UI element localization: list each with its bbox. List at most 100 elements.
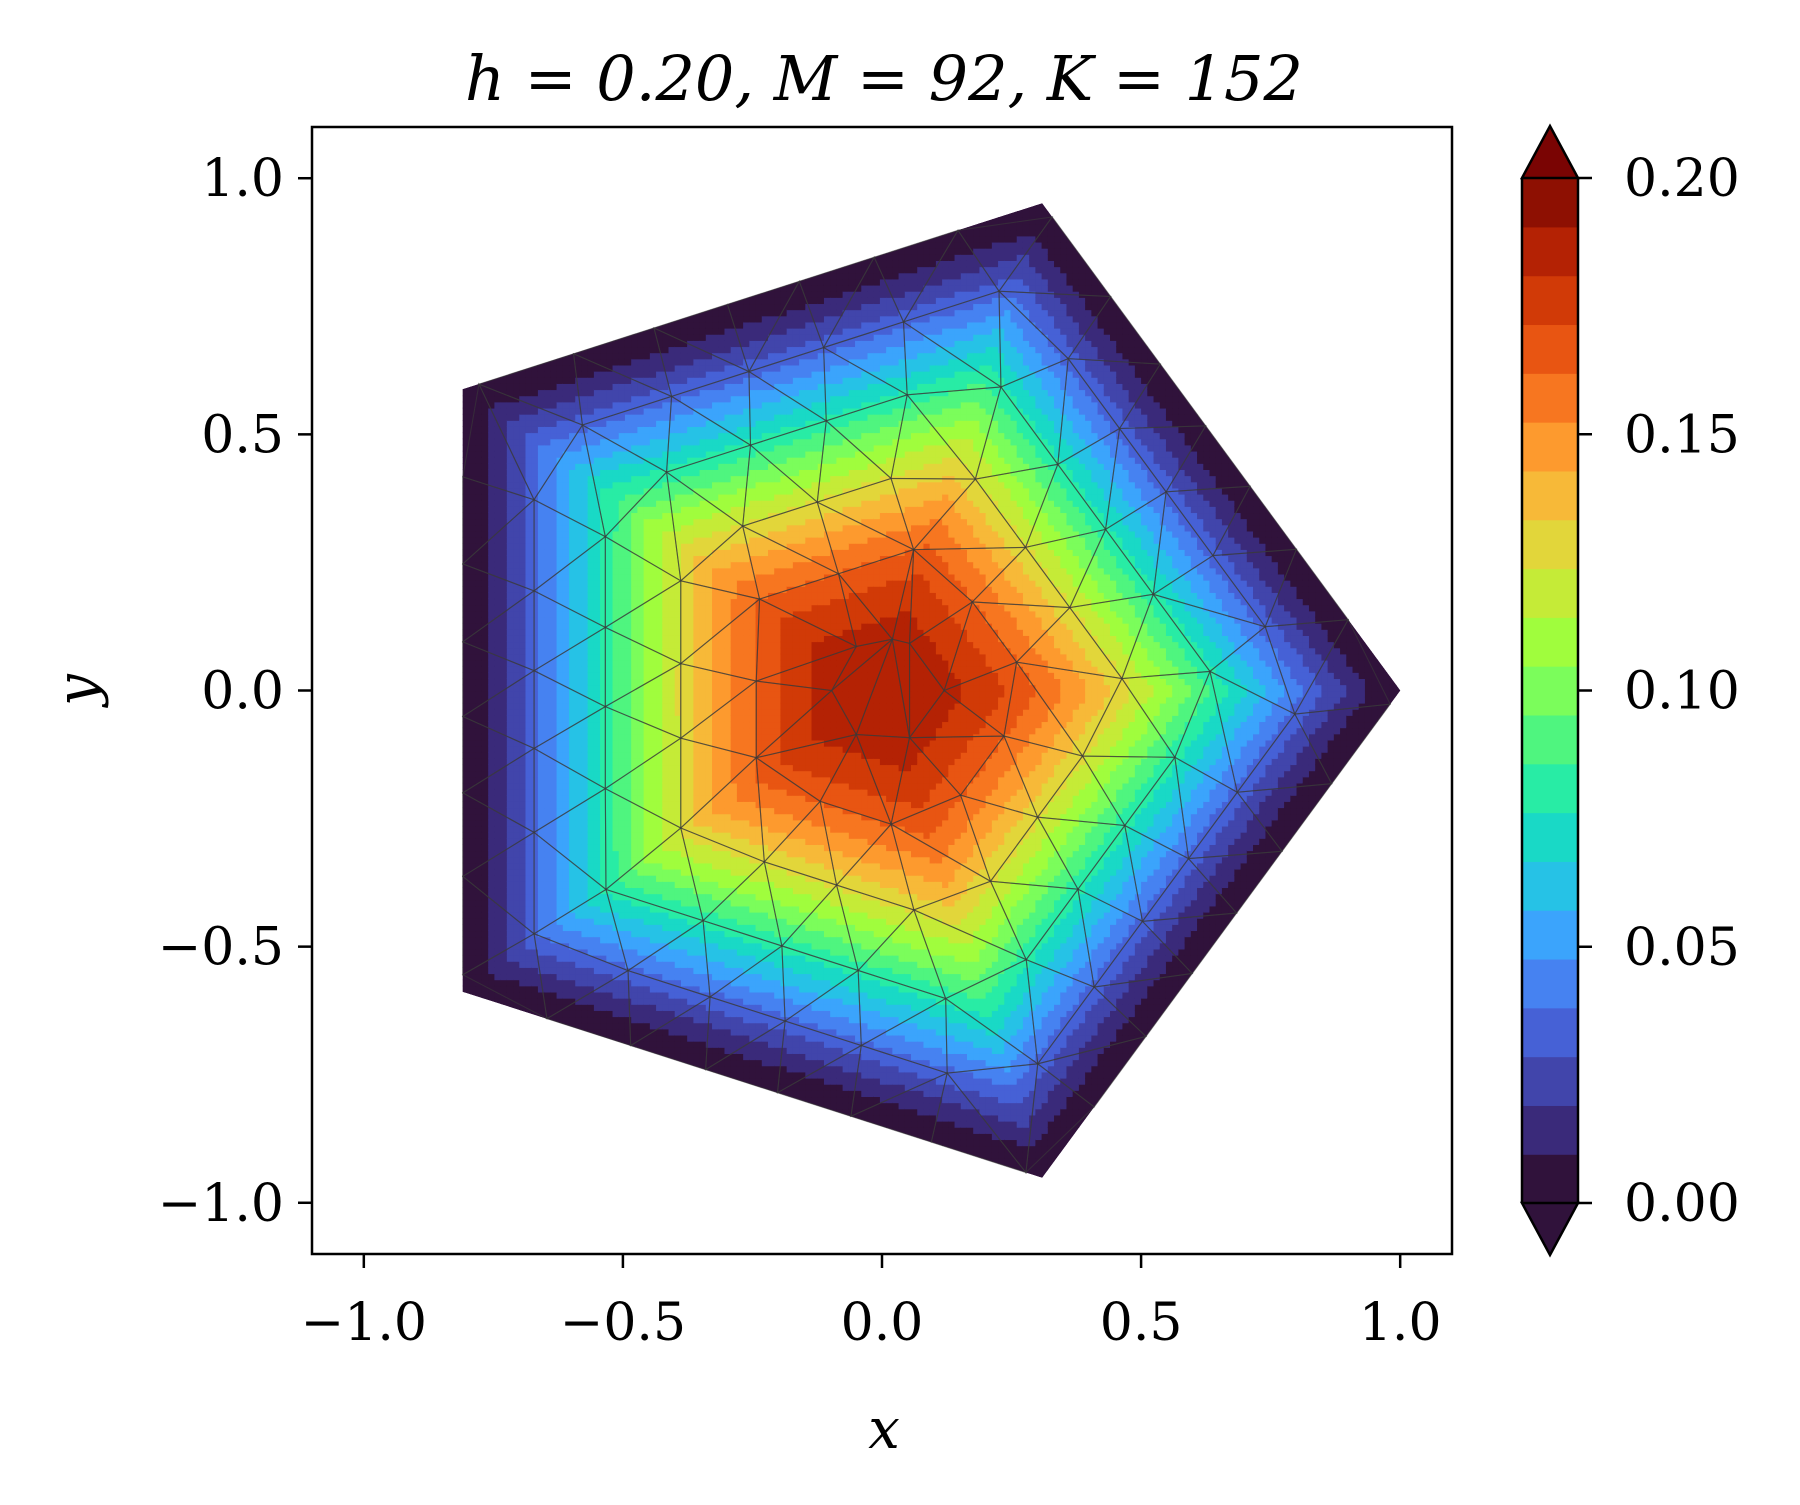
contour-cell — [593, 751, 601, 759]
contour-cell — [537, 1151, 545, 1159]
contour-cell — [569, 930, 577, 938]
contour-cell — [562, 1059, 570, 1067]
contour-cell — [587, 303, 595, 311]
contour-cell — [506, 690, 514, 698]
contour-cell — [488, 911, 496, 919]
contour-cell — [624, 751, 632, 759]
contour-cell — [600, 358, 608, 366]
contour-cell — [506, 795, 514, 802]
contour-cell — [544, 1102, 552, 1110]
contour-cell — [606, 715, 614, 723]
contour-cell — [587, 604, 595, 612]
contour-cell — [643, 1133, 651, 1141]
contour-cell — [494, 838, 502, 845]
contour-cell — [506, 383, 514, 391]
contour-cell — [500, 1114, 508, 1122]
contour-cell — [612, 266, 620, 274]
contour-cell — [618, 235, 626, 243]
contour-cell — [475, 641, 483, 649]
contour-cell — [550, 1145, 558, 1153]
contour-cell — [575, 647, 583, 655]
contour-cell — [475, 407, 483, 415]
contour-cell — [531, 309, 539, 317]
contour-cell — [637, 512, 645, 520]
contour-cell — [612, 315, 620, 323]
contour-cell — [531, 604, 539, 612]
contour-cell — [643, 1108, 651, 1116]
contour-cell — [519, 635, 527, 643]
contour-cell — [637, 567, 645, 575]
contour-cell — [531, 303, 539, 311]
contour-cell — [618, 524, 626, 532]
contour-cell — [587, 960, 595, 968]
contour-cell — [544, 696, 552, 704]
contour-cell — [612, 579, 620, 587]
contour-cell — [481, 973, 489, 981]
contour-cell — [525, 1065, 533, 1073]
contour-cell — [488, 352, 496, 360]
contour-cell — [475, 254, 483, 261]
contour-cell — [618, 573, 626, 581]
contour-cell — [606, 702, 614, 710]
contour-cell — [606, 758, 614, 766]
contour-cell — [481, 217, 489, 225]
contour-cell — [544, 579, 552, 587]
contour-cell — [525, 444, 533, 452]
contour-cell — [550, 758, 558, 766]
contour-cell — [618, 364, 626, 372]
contour-cell — [469, 831, 477, 839]
contour-cell — [537, 1034, 545, 1042]
contour-cell — [581, 795, 589, 802]
contour-cell — [562, 924, 570, 932]
contour-cell — [469, 530, 477, 538]
contour-cell — [618, 1108, 626, 1116]
contour-cell — [537, 899, 545, 907]
contour-cell — [506, 715, 514, 723]
contour-cell — [624, 592, 632, 600]
contour-cell — [575, 401, 583, 409]
contour-cell — [475, 684, 483, 692]
contour-cell — [587, 1010, 595, 1018]
contour-cell — [537, 573, 545, 581]
contour-cell — [556, 782, 564, 790]
contour-cell — [544, 278, 552, 286]
contour-cell — [519, 702, 527, 710]
contour-cell — [587, 444, 595, 452]
contour-cell — [488, 930, 496, 938]
contour-cell — [581, 561, 589, 569]
contour-cell — [618, 370, 626, 378]
contour-cell — [462, 358, 465, 366]
contour-cell — [612, 1163, 620, 1171]
contour-cell — [618, 948, 626, 956]
contour-cell — [631, 1090, 639, 1098]
contour-cell — [606, 1028, 614, 1036]
contour-cell — [600, 211, 608, 218]
contour-cell — [463, 364, 471, 372]
contour-cell — [488, 1126, 496, 1134]
contour-cell — [475, 420, 483, 427]
contour-cell — [525, 850, 533, 858]
contour-cell — [575, 309, 583, 317]
contour-cell — [513, 1022, 521, 1030]
contour-cell — [600, 223, 608, 231]
contour-cell — [537, 217, 545, 225]
contour-cell — [593, 235, 601, 243]
contour-cell — [637, 1120, 645, 1128]
contour-cell — [481, 770, 489, 778]
contour-cell — [624, 370, 632, 378]
contour-cell — [525, 456, 533, 464]
contour-cell — [513, 567, 521, 575]
contour-cell — [593, 211, 601, 218]
contour-cell — [631, 401, 639, 409]
contour-cell — [631, 788, 639, 796]
contour-cell — [562, 235, 570, 243]
contour-cell — [531, 739, 539, 747]
contour-cell — [637, 795, 645, 802]
contour-cell — [513, 235, 521, 243]
contour-cell — [606, 376, 614, 384]
contour-cell — [537, 1010, 545, 1018]
contour-cell — [513, 370, 521, 378]
contour-cell — [494, 850, 502, 858]
contour-cell — [469, 702, 477, 710]
